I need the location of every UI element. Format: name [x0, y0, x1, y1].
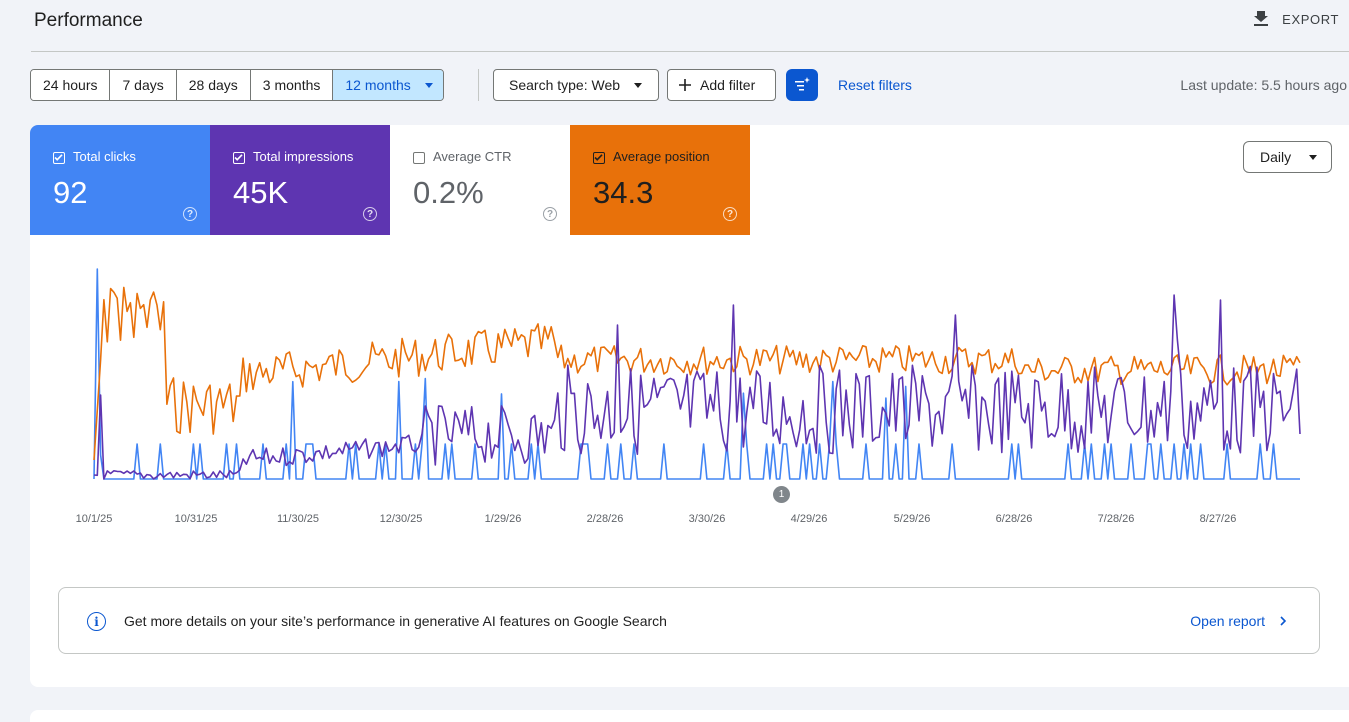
open-report-label: Open report: [1190, 613, 1265, 629]
header-divider: [31, 51, 1349, 52]
search-type-dropdown[interactable]: Search type: Web: [493, 69, 659, 101]
x-tick-label: 5/29/26: [893, 513, 931, 525]
help-icon[interactable]: ?: [183, 207, 197, 221]
add-filter-button[interactable]: Add filter: [667, 69, 776, 101]
plus-icon: [679, 79, 691, 91]
metric-average-ctr[interactable]: Average CTR 0.2% ?: [390, 125, 570, 235]
help-icon[interactable]: ?: [543, 207, 557, 221]
annotation-marker[interactable]: 1: [773, 486, 790, 503]
banner-text: Get more details on your site’s performa…: [124, 613, 667, 629]
range-12-months[interactable]: 12 months: [333, 70, 443, 100]
series-line-total-clicks: [93, 268, 1300, 480]
reset-filters-link[interactable]: Reset filters: [838, 77, 912, 93]
chevron-down-icon: [634, 82, 643, 88]
checkbox-checked-icon: [233, 152, 245, 164]
chevron-down-icon: [424, 82, 433, 88]
add-filter-label: Add filter: [700, 77, 756, 93]
range-24-hours[interactable]: 24 hours: [31, 70, 111, 100]
filter-sparkle-icon: [795, 77, 810, 91]
checkbox-unchecked-icon: [413, 152, 425, 164]
x-tick-label: 8/27/26: [1199, 513, 1237, 525]
page-title: Performance: [34, 10, 143, 31]
x-tick-label: 10/31/25: [174, 513, 218, 525]
x-tick-label: 2/28/26: [586, 513, 624, 525]
metric-value: 92: [53, 175, 88, 210]
x-tick-label: 3/30/26: [688, 513, 726, 525]
x-tick-label: 11/30/25: [276, 513, 320, 525]
metric-total-impressions[interactable]: Total impressions 45K ?: [210, 125, 390, 235]
checkbox-checked-icon: [53, 152, 65, 164]
metric-average-position[interactable]: Average position 34.3 ?: [570, 125, 750, 235]
secondary-card: [30, 710, 1349, 722]
metric-total-clicks[interactable]: Total clicks 92 ?: [30, 125, 210, 235]
last-update-text: Last update: 5.5 hours ago: [1180, 77, 1347, 93]
metric-label: Total impressions: [253, 149, 354, 164]
metric-label: Average CTR: [433, 149, 512, 164]
export-button[interactable]: EXPORT: [1252, 10, 1339, 28]
metric-label: Average position: [613, 149, 710, 164]
x-tick-label: 1/29/26: [484, 513, 522, 525]
date-range-selector: 24 hours 7 days 28 days 3 months 12 mont…: [30, 69, 444, 101]
performance-line-chart: [93, 268, 1301, 480]
metric-value: 45K: [233, 175, 289, 210]
open-report-link[interactable]: Open report: [1190, 613, 1287, 629]
ai-features-banner: i Get more details on your site’s perfor…: [58, 587, 1320, 654]
help-icon[interactable]: ?: [723, 207, 737, 221]
range-7-days[interactable]: 7 days: [110, 70, 177, 100]
download-icon: [1254, 11, 1269, 26]
toolbar-divider: [478, 69, 479, 101]
export-label: EXPORT: [1282, 11, 1339, 27]
granularity-dropdown[interactable]: Daily: [1243, 141, 1332, 173]
granularity-label: Daily: [1260, 149, 1292, 165]
filter-sparkle-button[interactable]: [786, 69, 818, 101]
performance-card: Total clicks 92 ? Total impressions 45K …: [30, 125, 1349, 687]
range-3-months[interactable]: 3 months: [250, 70, 334, 100]
help-icon[interactable]: ?: [363, 207, 377, 221]
range-28-days[interactable]: 28 days: [176, 70, 251, 100]
metric-value: 34.3: [593, 175, 654, 210]
x-tick-label: 4/29/26: [790, 513, 828, 525]
metric-value: 0.2%: [413, 175, 484, 210]
page-header: Performance EXPORT: [0, 0, 1349, 52]
x-tick-label: 10/1/25: [75, 513, 113, 525]
info-icon: i: [87, 612, 106, 631]
x-tick-label: 12/30/25: [379, 513, 423, 525]
search-type-label: Search type: Web: [509, 77, 621, 93]
metric-label: Total clicks: [73, 149, 136, 164]
series-line-total-impressions: [93, 294, 1301, 480]
filter-toolbar: 24 hours 7 days 28 days 3 months 12 mont…: [30, 69, 1349, 101]
x-tick-label: 7/28/26: [1097, 513, 1135, 525]
series-line-average-position: [93, 286, 1301, 461]
chevron-right-icon: [1280, 616, 1287, 626]
checkbox-checked-icon: [593, 152, 605, 164]
x-tick-label: 6/28/26: [995, 513, 1033, 525]
chevron-down-icon: [1309, 154, 1318, 160]
